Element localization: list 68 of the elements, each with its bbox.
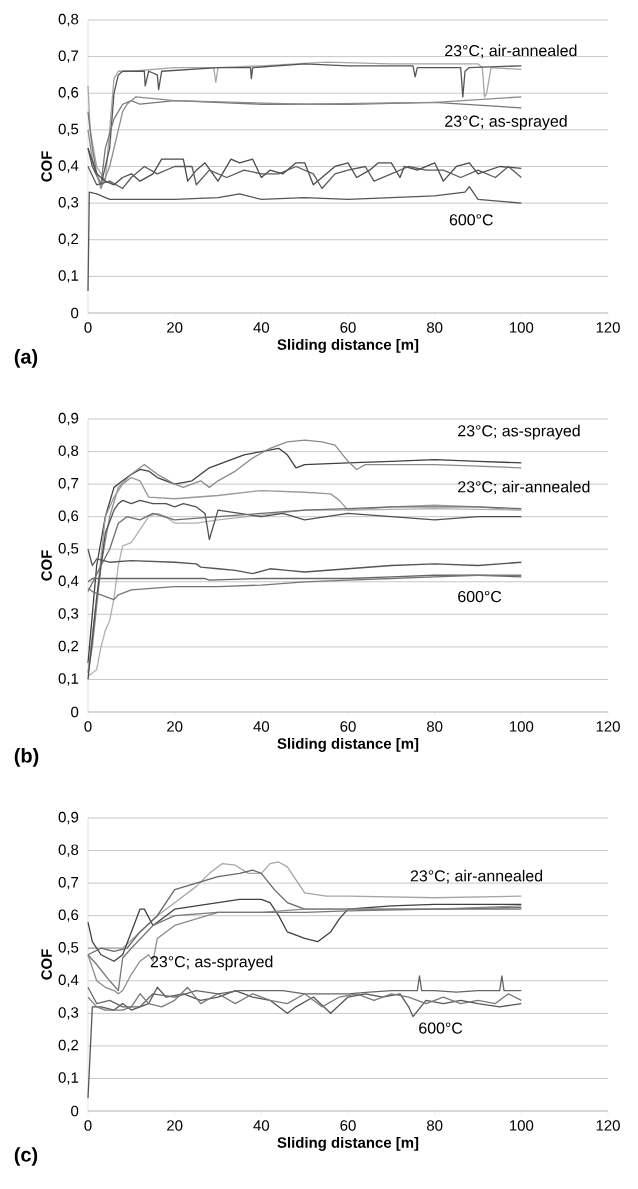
x-tick-label: 0 bbox=[84, 1120, 92, 1131]
y-tick-label: 0 bbox=[71, 307, 79, 319]
x-tick-label: 60 bbox=[340, 721, 356, 732]
y-tick-label: 0,1 bbox=[58, 270, 79, 283]
x-tick-label: 100 bbox=[510, 721, 534, 732]
y-tick-label: 0,6 bbox=[58, 510, 79, 523]
x-tick-label: 20 bbox=[167, 1120, 183, 1131]
x-tick-label: 40 bbox=[253, 721, 270, 732]
y-tick-label: 0,5 bbox=[58, 942, 79, 955]
x-tick-label: 0 bbox=[84, 721, 92, 732]
y-tick-label: 0 bbox=[71, 706, 79, 718]
x-tick-label: 20 bbox=[167, 322, 183, 333]
text: (b) bbox=[14, 748, 39, 767]
x-tick-label: 20 bbox=[167, 721, 183, 732]
x-tick-label: 0 bbox=[84, 322, 92, 333]
y-axis-title: COF bbox=[41, 949, 52, 980]
annotation: 600°C bbox=[449, 214, 493, 226]
annotation: 23°C; air-annealed bbox=[445, 44, 577, 59]
x-axis-title: Sliding distance [m] bbox=[277, 737, 419, 752]
x-tick-label: 100 bbox=[510, 1120, 534, 1131]
x-axis-title: Sliding distance [m] bbox=[277, 338, 419, 353]
y-tick-label: 0,1 bbox=[58, 1072, 79, 1085]
y-tick-label: 0,4 bbox=[58, 575, 79, 588]
y-tick-label: 0,3 bbox=[58, 1007, 79, 1020]
y-tick-label: 0,2 bbox=[58, 233, 79, 246]
annotation: 600°C bbox=[458, 590, 502, 603]
x-tick-label: 80 bbox=[427, 1120, 443, 1131]
annotation: 23°C; as-sprayed bbox=[150, 955, 273, 971]
y-tick-label: 0,4 bbox=[58, 160, 79, 173]
x-tick-label: 100 bbox=[510, 322, 534, 333]
y-tick-label: 0,7 bbox=[58, 50, 79, 63]
annotation: 23°C; as-sprayed bbox=[445, 115, 567, 130]
y-tick-label: 0,3 bbox=[58, 196, 79, 210]
x-tick-label: 80 bbox=[427, 721, 443, 732]
y-tick-label: 0,2 bbox=[58, 1039, 79, 1053]
y-tick-label: 0,8 bbox=[58, 445, 79, 458]
x-axis-title: Sliding distance [m] bbox=[277, 1136, 419, 1151]
x-tick-label: 60 bbox=[340, 1120, 356, 1131]
annotation: 23°C; air-annealed bbox=[410, 869, 543, 884]
y-tick-label: 0,5 bbox=[58, 543, 79, 556]
text: (c) bbox=[14, 1147, 38, 1166]
y-tick-label: 0,7 bbox=[58, 477, 79, 491]
y-tick-label: 0,3 bbox=[58, 608, 79, 621]
y-tick-label: 0,6 bbox=[58, 909, 79, 922]
y-tick-label: 0,6 bbox=[58, 87, 79, 100]
y-tick-label: 0,4 bbox=[58, 974, 79, 987]
y-tick-label: 0,8 bbox=[58, 844, 79, 857]
y-tick-label: 0,9 bbox=[58, 412, 79, 426]
x-tick-label: 60 bbox=[340, 322, 356, 333]
x-tick-label: 80 bbox=[427, 322, 443, 333]
y-axis-title: COF bbox=[41, 550, 52, 581]
y-tick-label: 0 bbox=[71, 1105, 79, 1117]
text: (a) bbox=[14, 349, 38, 368]
annotation: 23°C; as-sprayed bbox=[458, 424, 580, 440]
y-tick-label: 0,9 bbox=[58, 811, 79, 825]
x-tick-label: 40 bbox=[253, 322, 270, 333]
x-tick-label: 40 bbox=[253, 1120, 270, 1131]
y-tick-label: 0,2 bbox=[58, 640, 79, 654]
y-tick-label: 0,5 bbox=[58, 123, 79, 137]
y-axis-title: COF bbox=[41, 151, 52, 182]
y-tick-label: 0,1 bbox=[58, 673, 79, 686]
annotation: 23°C; air-annealed bbox=[458, 480, 590, 495]
y-tick-label: 0,7 bbox=[58, 876, 79, 890]
x-tick-label: 120 bbox=[596, 721, 620, 732]
annotation: 600°C bbox=[419, 1022, 463, 1034]
x-tick-label: 120 bbox=[596, 1120, 620, 1131]
x-tick-label: 120 bbox=[596, 322, 620, 333]
y-tick-label: 0,8 bbox=[58, 13, 79, 27]
